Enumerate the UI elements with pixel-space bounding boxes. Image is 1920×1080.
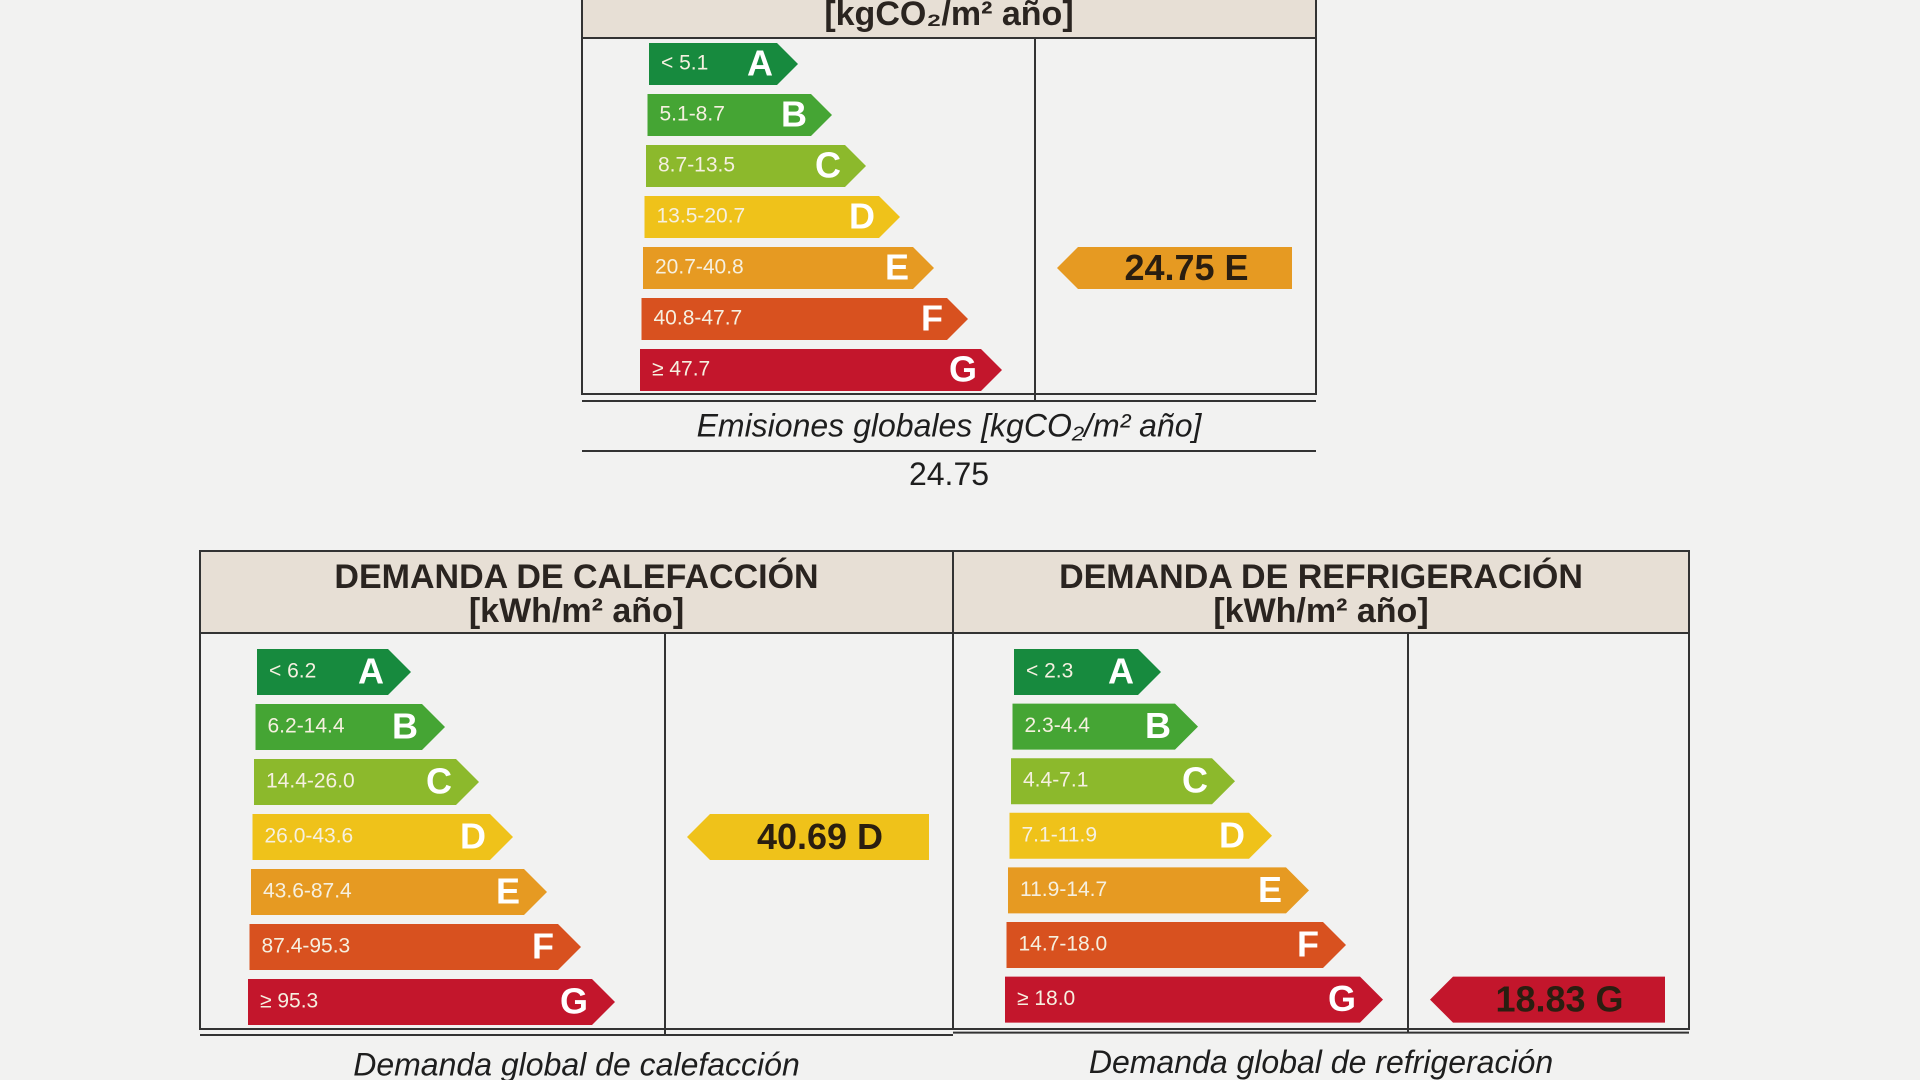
rating-letter: E bbox=[496, 871, 520, 912]
rating-bar bbox=[641, 298, 968, 340]
panel-1: DEMANDA DE CALEFACCIÓN[kWh/m² año] < 6.2 A… bbox=[199, 550, 954, 1080]
rating-letter: A bbox=[1108, 651, 1134, 692]
body-frame bbox=[581, 37, 1317, 395]
panel-2: DEMANDA DE REFRIGERACIÓN[kWh/m² año] < 2.… bbox=[952, 550, 1690, 1080]
indicator-letter: E bbox=[1225, 247, 1249, 288]
rating-letter: D bbox=[1219, 814, 1245, 855]
footer-value: 24.75 bbox=[909, 456, 989, 492]
rating-letter: F bbox=[532, 926, 554, 967]
rating-range: 26.0-43.6 bbox=[265, 825, 354, 848]
rating-range: 8.7-13.5 bbox=[658, 154, 735, 177]
rating-range: 40.8-47.7 bbox=[654, 307, 743, 330]
rating-letter: G bbox=[949, 349, 977, 390]
rating-letter: A bbox=[358, 651, 384, 692]
rating-range: 2.3-4.4 bbox=[1025, 714, 1091, 737]
header-bg bbox=[952, 550, 1690, 634]
rating-bar bbox=[252, 814, 513, 860]
header-bg bbox=[199, 550, 954, 634]
rating-letter: G bbox=[560, 981, 588, 1022]
rating-letter: B bbox=[781, 94, 807, 135]
rating-bar bbox=[640, 349, 1002, 391]
indicator-value: 40.69 bbox=[757, 816, 847, 857]
panel-0: [kgCO₂/m² año] < 5.1 A 5.1-8.7 B 8.7-13.5 C 13.… bbox=[581, 0, 1317, 492]
indicator-arrow bbox=[1057, 247, 1292, 289]
indicator-label: 24.75 E bbox=[1124, 247, 1248, 288]
footer-label: Demanda global de refrigeración bbox=[1089, 1044, 1553, 1080]
rating-range: ≥ 18.0 bbox=[1017, 987, 1075, 1010]
rating-range: 14.7-18.0 bbox=[1019, 933, 1108, 956]
indicator-label: 18.83 G bbox=[1495, 978, 1623, 1019]
rating-bar bbox=[644, 196, 900, 238]
rating-range: 20.7-40.8 bbox=[655, 256, 744, 279]
footer-label: Emisiones globales [kgCO₂/m² año] bbox=[697, 407, 1203, 443]
rating-range: < 5.1 bbox=[661, 52, 708, 75]
rating-bar bbox=[1005, 976, 1383, 1023]
panel-title: DEMANDA DE REFRIGERACIÓN bbox=[1059, 558, 1583, 596]
rating-letter: E bbox=[885, 247, 909, 288]
rating-range: 11.9-14.7 bbox=[1020, 878, 1107, 901]
rating-letter: F bbox=[921, 298, 943, 339]
rating-bar bbox=[647, 94, 832, 136]
rating-range: ≥ 47.7 bbox=[652, 358, 710, 381]
indicator-label: 40.69 D bbox=[757, 816, 883, 857]
rating-bar bbox=[248, 979, 615, 1025]
rating-letter: B bbox=[392, 706, 418, 747]
panel-unit: [kWh/m² año] bbox=[1213, 592, 1428, 630]
rating-letter: C bbox=[1182, 760, 1208, 801]
rating-bar bbox=[257, 649, 411, 695]
rating-range: 5.1-8.7 bbox=[660, 103, 725, 126]
rating-bar bbox=[649, 43, 798, 85]
rating-range: 14.4-26.0 bbox=[266, 770, 355, 793]
header-bg bbox=[581, 0, 1317, 39]
rating-bar bbox=[643, 247, 934, 289]
rating-letter: E bbox=[1258, 869, 1282, 910]
rating-letter: B bbox=[1145, 705, 1171, 746]
rating-range: < 2.3 bbox=[1026, 660, 1073, 683]
rating-letter: D bbox=[849, 196, 875, 237]
rating-bar bbox=[1008, 867, 1309, 914]
rating-bar bbox=[646, 145, 866, 187]
rating-letter: F bbox=[1297, 924, 1319, 965]
indicator-value: 24.75 bbox=[1124, 247, 1214, 288]
rating-bar bbox=[249, 924, 581, 970]
rating-bar bbox=[1012, 703, 1198, 750]
footer-label: Demanda global de calefacción bbox=[353, 1046, 800, 1080]
rating-range: 6.2-14.4 bbox=[268, 715, 345, 738]
body-frame bbox=[952, 632, 1690, 1030]
rating-bar bbox=[1011, 758, 1235, 805]
panel-unit: [kgCO₂/m² año] bbox=[824, 0, 1073, 33]
indicator-letter: G bbox=[1596, 978, 1624, 1019]
rating-letter: A bbox=[747, 43, 773, 84]
rating-range: 87.4-95.3 bbox=[262, 935, 351, 958]
indicator-arrow bbox=[1430, 976, 1665, 1023]
panel-title: DEMANDA DE CALEFACCIÓN bbox=[334, 558, 818, 596]
panel-unit: [kWh/m² año] bbox=[469, 592, 684, 630]
indicator-value: 18.83 bbox=[1495, 978, 1585, 1019]
rating-bar bbox=[1009, 812, 1272, 859]
rating-letter: C bbox=[815, 145, 841, 186]
rating-range: 13.5-20.7 bbox=[657, 205, 746, 228]
rating-bar bbox=[251, 869, 547, 915]
rating-letter: G bbox=[1328, 978, 1356, 1019]
rating-letter: C bbox=[426, 761, 452, 802]
rating-range: 7.1-11.9 bbox=[1022, 823, 1098, 846]
rating-range: 4.4-7.1 bbox=[1023, 769, 1088, 792]
rating-bar bbox=[254, 759, 479, 805]
indicator-letter: D bbox=[857, 816, 883, 857]
rating-range: < 6.2 bbox=[269, 660, 316, 683]
indicator-arrow bbox=[687, 814, 929, 860]
rating-bar bbox=[255, 704, 445, 750]
rating-range: ≥ 95.3 bbox=[260, 990, 318, 1013]
rating-range: 43.6-87.4 bbox=[263, 880, 352, 903]
rating-bar bbox=[1014, 649, 1161, 695]
rating-letter: D bbox=[460, 816, 486, 857]
rating-bar bbox=[1006, 922, 1346, 968]
